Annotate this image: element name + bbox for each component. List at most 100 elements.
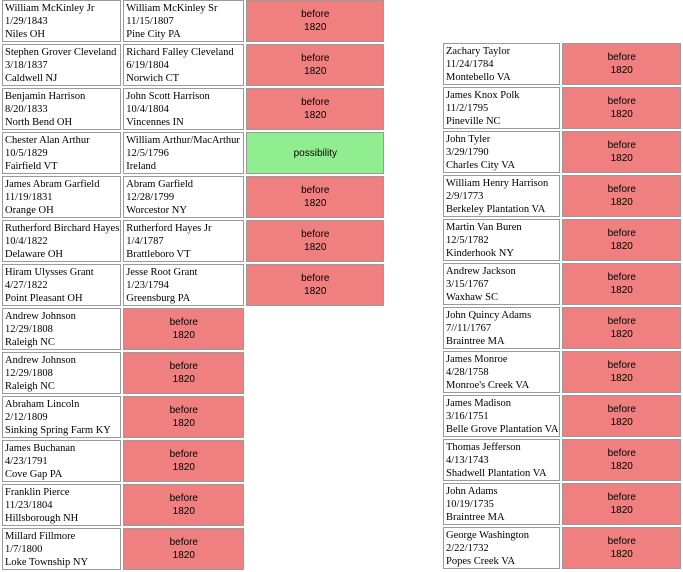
- president-cell: Hiram Ulysses Grant 4/27/1822 Point Pleasa…: [2, 264, 122, 306]
- president-name: William Henry Harrison: [446, 178, 549, 189]
- father-birth-date: 10/4/1804: [126, 104, 169, 115]
- table-row: Thomas Jefferson 4/13/1743 Shadwell Planta…: [443, 439, 681, 481]
- president-cell: John Adams 10/19/1735 Braintree MA: [443, 483, 561, 525]
- president-birth-place: Kinderhook NY: [446, 248, 514, 259]
- president-name: James Knox Polk: [446, 90, 520, 101]
- status-cell: possibility: [246, 132, 385, 174]
- status-text: before: [301, 229, 330, 240]
- president-cell: Andrew Johnson 12/29/1808 Raleigh NC: [2, 352, 122, 394]
- status-text: possibility: [293, 147, 337, 159]
- table-row: Zachary Taylor 11/24/1784 Montebello VA bef…: [443, 43, 681, 85]
- status-text: 1820: [610, 329, 633, 340]
- father-name: Abram Garfield: [126, 179, 194, 190]
- president-birth-date: 10/4/1822: [5, 236, 48, 247]
- status-cell: before 1820: [562, 219, 681, 261]
- father-birth-date: 12/28/1799: [126, 192, 175, 203]
- table-row: Rutherford Birchard Hayes 10/4/1822 Delawa…: [2, 220, 385, 262]
- table-row: Hiram Ulysses Grant 4/27/1822 Point Pleasa…: [2, 264, 385, 306]
- president-birth-place: Charles City VA: [446, 160, 516, 171]
- president-cell: Rutherford Birchard Hayes 10/4/1822 Delawa…: [2, 220, 122, 262]
- father-cell: William McKinley Sr 11/15/1807 Pine City P…: [123, 0, 245, 42]
- president-birth-date: 10/19/1735: [446, 499, 494, 510]
- president-birth-date: 4/27/1822: [5, 280, 48, 291]
- president-cell: James Madison 3/16/1751 Belle Grove Planta…: [443, 395, 561, 437]
- table-row: Andrew Johnson 12/29/1808 Raleigh NC before…: [2, 352, 384, 394]
- president-cell: Zachary Taylor 11/24/1784 Montebello VA: [443, 43, 561, 85]
- status-cell: before 1820: [562, 131, 681, 173]
- father-birth-place: Vincennes IN: [126, 117, 184, 128]
- status-text: 1820: [172, 550, 195, 561]
- president-birth-place: Niles OH: [5, 29, 45, 40]
- president-cell: Franklin Pierce 11/23/1804 Hillsborough NH: [2, 484, 122, 526]
- president-birth-place: Pineville NC: [446, 116, 501, 127]
- president-cell: James Abram Garfield 11/19/1831 Orange OH: [2, 176, 122, 218]
- status-cell: before 1820: [246, 220, 385, 262]
- president-birth-place: Waxhaw SC: [446, 292, 498, 303]
- president-cell: Thomas Jefferson 4/13/1743 Shadwell Planta…: [443, 439, 561, 481]
- father-cell: Rutherford Hayes Jr 1/4/1787 Brattleboro V…: [123, 220, 245, 262]
- president-birth-date: 3/16/1751: [446, 411, 489, 422]
- president-cell: Martin Van Buren 12/5/1782 Kinderhook NY: [443, 219, 561, 261]
- status-text: 1820: [610, 241, 633, 252]
- status-text: before: [607, 360, 636, 371]
- status-cell: before 1820: [123, 308, 245, 350]
- status-text: before: [607, 316, 636, 327]
- president-cell: James Knox Polk 11/2/1795 Pineville NC: [443, 87, 561, 129]
- president-name: Abraham Lincoln: [5, 399, 80, 410]
- status-cell: before 1820: [246, 44, 385, 86]
- status-text: 1820: [610, 461, 633, 472]
- status-cell: before 1820: [123, 528, 245, 570]
- president-name: Millard Fillmore: [5, 531, 76, 542]
- president-birth-place: Shadwell Plantation VA: [446, 468, 547, 479]
- status-text: 1820: [304, 242, 327, 253]
- president-birth-date: 11/19/1831: [5, 192, 53, 203]
- president-birth-place: Berkeley Plantation VA: [446, 204, 546, 215]
- status-text: before: [301, 97, 330, 108]
- status-text: before: [169, 317, 198, 328]
- father-birth-place: Brattleboro VT: [126, 249, 191, 260]
- table-row: John Quincy Adams 7//11/1767 Braintree MA b…: [443, 307, 681, 349]
- table-row: James Buchanan 4/23/1791 Cove Gap PA before…: [2, 440, 384, 482]
- status-cell: before 1820: [246, 176, 385, 218]
- president-name: Martin Van Buren: [446, 222, 522, 233]
- status-cell: before 1820: [246, 0, 385, 42]
- father-name: William McKinley Sr: [126, 3, 218, 14]
- table-row: George Washington 2/22/1732 Popes Creek VA…: [443, 527, 681, 569]
- president-cell: Millard Fillmore 1/7/1800 Loke Township NY: [2, 528, 122, 570]
- status-text: before: [607, 536, 636, 547]
- president-cell: William Henry Harrison 2/9/1773 Berkeley P…: [443, 175, 561, 217]
- status-text: before: [607, 52, 636, 63]
- president-name: James Monroe: [446, 354, 508, 365]
- status-cell: before 1820: [562, 43, 681, 85]
- president-cell: Chester Alan Arthur 10/5/1829 Fairfield VT: [2, 132, 122, 174]
- status-text: 1820: [610, 417, 633, 428]
- president-name: George Washington: [446, 530, 530, 541]
- father-birth-place: Worcestor NY: [126, 205, 187, 216]
- president-cell: Stephen Grover Cleveland 3/18/1837 Caldwel…: [2, 44, 122, 86]
- president-birth-date: 12/29/1808: [5, 368, 53, 379]
- president-birth-place: Monroe's Creek VA: [446, 380, 530, 391]
- president-birth-place: Raleigh NC: [5, 381, 55, 392]
- president-birth-date: 1/29/1843: [5, 16, 48, 27]
- president-birth-place: Point Pleasant OH: [5, 293, 83, 304]
- president-birth-place: Caldwell NJ: [5, 73, 58, 84]
- father-birth-place: Greensburg PA: [126, 293, 191, 304]
- father-name: Jesse Root Grant: [126, 267, 198, 278]
- status-text: before: [301, 273, 330, 284]
- table-row: Andrew Jackson 3/15/1767 Waxhaw SC before 18…: [443, 263, 681, 305]
- president-birth-date: 3/29/1790: [446, 147, 489, 158]
- status-text: 1820: [172, 418, 195, 429]
- president-name: Chester Alan Arthur: [5, 135, 90, 146]
- table-row: Stephen Grover Cleveland 3/18/1837 Caldwel…: [2, 44, 385, 86]
- status-cell: before 1820: [562, 483, 681, 525]
- president-birth-date: 11/23/1804: [5, 500, 53, 511]
- president-cell: Andrew Johnson 12/29/1808 Raleigh NC: [2, 308, 122, 350]
- status-cell: before 1820: [123, 440, 245, 482]
- president-birth-date: 8/20/1833: [5, 104, 48, 115]
- president-cell: John Tyler 3/29/1790 Charles City VA: [443, 131, 561, 173]
- status-cell: before 1820: [562, 351, 681, 393]
- president-birth-date: 1/7/1800: [5, 544, 43, 555]
- father-birth-place: Pine City PA: [126, 29, 181, 40]
- president-name: William McKinley Jr: [5, 3, 95, 14]
- president-birth-place: Delaware OH: [5, 249, 64, 260]
